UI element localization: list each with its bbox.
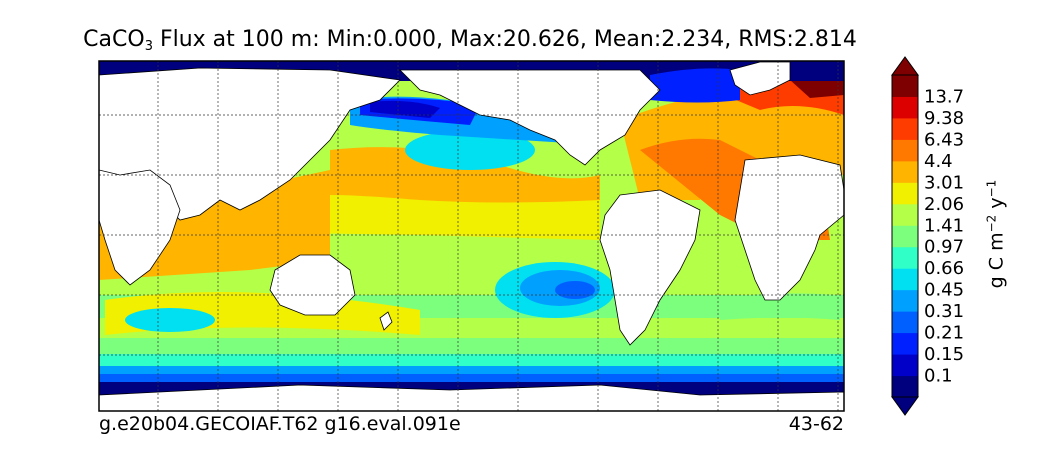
field-gyre-sp-core (555, 281, 595, 299)
colorbar-segment (892, 75, 918, 97)
colorbar-tick-label: 0.97 (924, 237, 964, 258)
caption-right: 43-62 (788, 413, 844, 435)
colorbar-tick-label: 2.06 (924, 194, 964, 215)
land-greenland (729, 61, 791, 96)
field-arctic-blue (650, 68, 740, 103)
title-text: Flux at 100 m: Min:0.000, Max:20.626, Me… (152, 27, 857, 52)
colorbar-tick-label: 9.38 (924, 108, 964, 129)
field-band-south-5 (99, 366, 844, 376)
colorbar-segment (892, 375, 918, 398)
colorbar-segment (892, 311, 918, 334)
colorbar-segment (892, 117, 918, 140)
gridlines (99, 61, 844, 411)
field-gyre-np (405, 130, 535, 170)
colorbar-segment (892, 160, 918, 183)
unit-mid: y (985, 197, 1008, 215)
field-gyre-io (125, 308, 215, 332)
colorbar-frame (891, 74, 919, 398)
colorbar-unit-label: g C m−2 y−1 (984, 180, 1007, 289)
unit-base: g C m (985, 232, 1008, 289)
colorbar-tick-label: 0.45 (924, 280, 964, 301)
land-australia (269, 254, 356, 316)
colorbar-segment (892, 225, 918, 248)
field-band-south-6 (99, 374, 844, 384)
colorbar-segment (892, 139, 918, 162)
colorbar-tick-label: 0.31 (924, 301, 964, 322)
colorbar-tick-label: 0.15 (924, 344, 964, 365)
field-subpolar-3 (370, 100, 440, 118)
colorbar-segment (892, 246, 918, 269)
colorbar-segment (892, 354, 918, 377)
caption-left: g.e20b04.GECOIAF.T62 g16.eval.091e (99, 413, 461, 435)
land-north-america (399, 69, 661, 166)
land-africa-east (734, 154, 844, 301)
colorbar-tick-label: 0.1 (924, 366, 953, 387)
map-title: CaCO3 Flux at 100 m: Min:0.000, Max:20.6… (0, 27, 940, 54)
colorbar-tick-label: 3.01 (924, 172, 964, 193)
field-sa-green (720, 293, 840, 320)
land-africa-west (99, 169, 181, 286)
colorbar-tick-label: 0.66 (924, 258, 964, 279)
colorbar-tick-label: 4.4 (924, 151, 953, 172)
colorbar-extend-min (891, 396, 919, 416)
map-frame (98, 60, 845, 412)
colorbar-segment (892, 289, 918, 312)
unit-exp-2: −1 (984, 179, 999, 198)
colorbar-tick-label: 0.21 (924, 323, 964, 344)
field-band-south-3 (99, 338, 844, 356)
field-band-south-4 (99, 354, 844, 368)
colorbar-extend-max (891, 56, 919, 76)
colorbar-segment (892, 96, 918, 119)
colorbar: 0.10.150.210.310.450.660.971.412.063.014… (891, 56, 964, 416)
colorbar-tick-label: 6.43 (924, 129, 964, 150)
title-subscript: 3 (144, 39, 153, 54)
land-south-america (599, 189, 701, 346)
land-new-zealand (379, 311, 393, 331)
colorbar-segment (892, 268, 918, 291)
land-antarctica (99, 384, 844, 411)
title-prefix: CaCO (83, 27, 145, 52)
colorbar-segment (892, 182, 918, 205)
land (99, 61, 844, 411)
colorbar-segment (892, 332, 918, 355)
colorbar-segment (892, 203, 918, 226)
colorbar-tick-label: 13.7 (924, 86, 964, 107)
unit-exp-1: −2 (984, 214, 999, 233)
colorbar-tick-label: 1.41 (924, 215, 964, 236)
